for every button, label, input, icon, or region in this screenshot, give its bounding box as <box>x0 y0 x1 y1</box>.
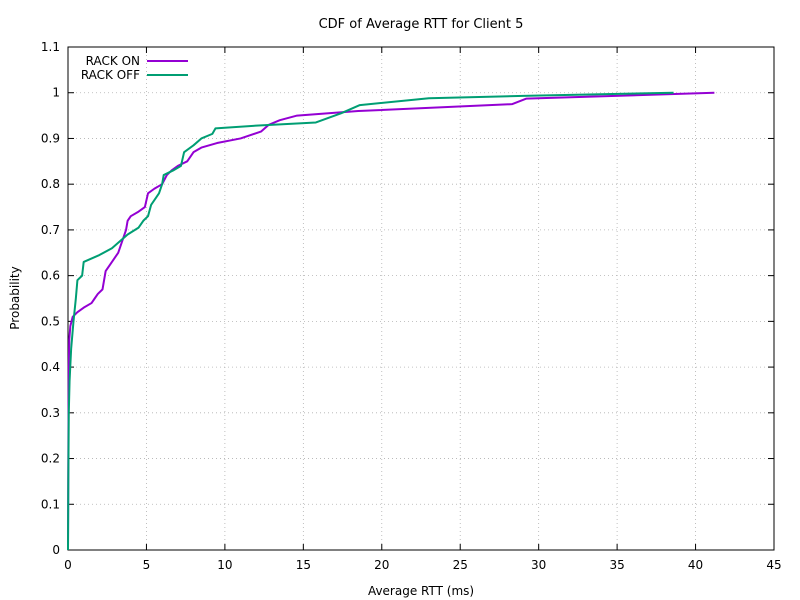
chart-title: CDF of Average RTT for Client 5 <box>319 17 524 32</box>
y-tick-label: 0.7 <box>41 223 60 237</box>
x-tick-label: 5 <box>143 558 151 572</box>
y-tick-label: 0.9 <box>41 131 60 145</box>
x-tick-label: 30 <box>531 558 546 572</box>
y-tick-label: 0.2 <box>41 452 60 466</box>
gridlines <box>68 47 774 550</box>
y-tick-label: 0.3 <box>41 406 60 420</box>
legend-label-rack-off: RACK OFF <box>81 68 140 82</box>
y-tick-label: 0.5 <box>41 314 60 328</box>
y-tick-label: 1 <box>52 86 60 100</box>
y-tick-label: 0.8 <box>41 177 60 191</box>
series-line-rack-off <box>67 91 674 551</box>
x-tick-label: 0 <box>64 558 72 572</box>
y-tick-label: 1.1 <box>41 40 60 54</box>
y-tick-label: 0.4 <box>41 360 60 374</box>
plot-frame <box>67 46 775 551</box>
x-tick-label: 40 <box>688 558 703 572</box>
y-tick-label: 0.1 <box>41 497 60 511</box>
y-tick-label: 0.6 <box>41 269 60 283</box>
x-axis-label: Average RTT (ms) <box>368 584 474 598</box>
legend-label-rack-on: RACK ON <box>86 54 140 68</box>
series-line-rack-on <box>67 91 715 551</box>
y-tick-label: 0 <box>52 543 60 557</box>
x-tick-label: 35 <box>609 558 624 572</box>
y-axis-ticks: 0 0.1 0.2 0.3 0.4 0.5 0.6 0.7 0.8 0.9 1 1.1 <box>41 40 774 557</box>
x-tick-label: 15 <box>296 558 311 572</box>
x-tick-label: 10 <box>217 558 232 572</box>
y-axis-label: Probability <box>8 266 22 329</box>
x-tick-label: 20 <box>374 558 389 572</box>
series-lines <box>67 91 715 551</box>
x-tick-label: 45 <box>766 558 781 572</box>
x-axis-ticks: 0 5 10 15 20 25 30 35 40 45 <box>64 47 782 572</box>
x-tick-label: 25 <box>453 558 468 572</box>
